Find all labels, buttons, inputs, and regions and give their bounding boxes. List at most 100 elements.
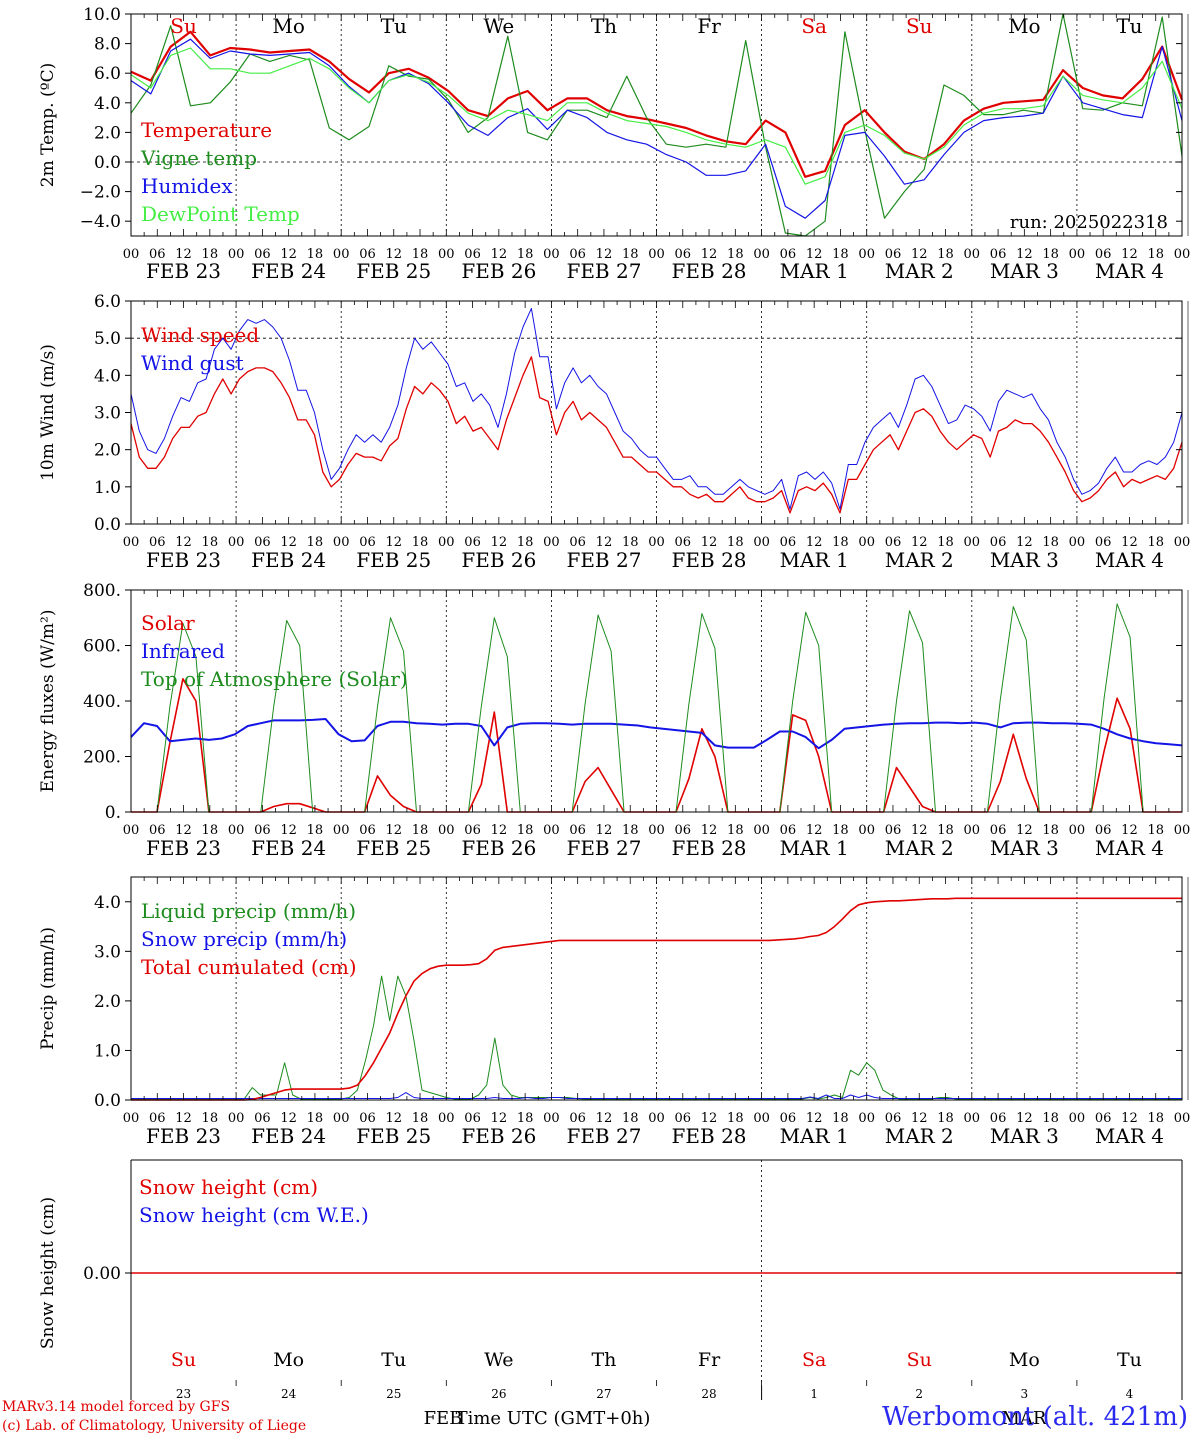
hour-tick-label: 18 bbox=[622, 823, 639, 838]
hour-tick-label: 12 bbox=[911, 1111, 928, 1126]
hour-tick-label: 00 bbox=[123, 1111, 140, 1126]
hour-tick-label: 06 bbox=[780, 535, 797, 550]
hour-tick-label: 18 bbox=[727, 1111, 744, 1126]
hour-tick-label: 12 bbox=[701, 1111, 718, 1126]
hour-tick-label: 06 bbox=[359, 1111, 376, 1126]
hour-tick-label: 00 bbox=[543, 823, 560, 838]
hour-tick-label: 12 bbox=[175, 1111, 192, 1126]
hour-tick-label: 12 bbox=[806, 247, 823, 262]
hour-tick-label: 18 bbox=[727, 247, 744, 262]
hour-tick-label: 18 bbox=[307, 823, 324, 838]
day-label: MAR 3 bbox=[990, 548, 1059, 572]
series-line-2-1 bbox=[130, 718, 1183, 750]
day-number: 26 bbox=[491, 1387, 506, 1401]
day-label: MAR 4 bbox=[1095, 1124, 1164, 1148]
credit-line-model: MARv3.14 model forced by GFS bbox=[2, 1399, 231, 1415]
hour-tick-label: 12 bbox=[385, 247, 402, 262]
month-label-feb: FEB bbox=[424, 1408, 463, 1429]
series-line-0-0 bbox=[130, 30, 1184, 178]
hour-tick-label: 18 bbox=[622, 247, 639, 262]
day-label: FEB 24 bbox=[251, 836, 326, 860]
hour-tick-label: 18 bbox=[1042, 1111, 1059, 1126]
day-label: FEB 23 bbox=[146, 548, 221, 572]
hour-tick-label: 00 bbox=[648, 1111, 665, 1126]
weekday-label: Tu bbox=[381, 14, 407, 38]
hour-tick-label: 12 bbox=[175, 823, 192, 838]
series-line-3-2 bbox=[131, 897, 1182, 1101]
hour-tick-label: 06 bbox=[359, 535, 376, 550]
day-label: MAR 1 bbox=[780, 259, 849, 283]
hour-tick-label: 12 bbox=[1121, 823, 1138, 838]
day-label: FEB 24 bbox=[251, 259, 326, 283]
hour-tick-label: 00 bbox=[333, 535, 350, 550]
legend-entry: Wind speed bbox=[141, 323, 259, 347]
hour-tick-label: 06 bbox=[780, 247, 797, 262]
legend-entry: Humidex bbox=[141, 174, 233, 198]
y-tick-label: 3.0 bbox=[94, 404, 121, 424]
hour-tick-label: 18 bbox=[517, 247, 534, 262]
day-label: FEB 26 bbox=[461, 1124, 536, 1148]
hour-tick-label: 12 bbox=[280, 535, 297, 550]
day-label: FEB 26 bbox=[461, 548, 536, 572]
y-axis-label: Energy fluxes (W/m²) bbox=[38, 610, 58, 793]
series-line-1-0 bbox=[130, 356, 1183, 514]
run-label: run: 2025022318 bbox=[1010, 212, 1168, 233]
hour-tick-label: 12 bbox=[1121, 535, 1138, 550]
hour-tick-label: 00 bbox=[753, 247, 770, 262]
hour-tick-label: 12 bbox=[175, 535, 192, 550]
y-tick-label: 1.0 bbox=[94, 478, 121, 498]
hour-tick-label: 06 bbox=[464, 1111, 481, 1126]
day-label: FEB 27 bbox=[566, 1124, 641, 1148]
hour-tick-label: 12 bbox=[385, 823, 402, 838]
hour-tick-label: 06 bbox=[675, 823, 692, 838]
day-label: FEB 25 bbox=[356, 548, 431, 572]
day-label: FEB 24 bbox=[251, 1124, 326, 1148]
hour-tick-label: 12 bbox=[280, 1111, 297, 1126]
y-tick-label: 400. bbox=[83, 692, 121, 712]
weekday-label-bottom: Su bbox=[171, 1349, 196, 1371]
hour-tick-label: 00 bbox=[1069, 1111, 1086, 1126]
hour-tick-label: 12 bbox=[806, 535, 823, 550]
day-label: MAR 1 bbox=[780, 836, 849, 860]
hour-tick-label: 12 bbox=[1121, 247, 1138, 262]
y-tick-label: 0.0 bbox=[94, 153, 121, 173]
hour-tick-label: 18 bbox=[307, 247, 324, 262]
day-label: MAR 4 bbox=[1095, 259, 1164, 283]
hour-tick-label: 12 bbox=[911, 247, 928, 262]
y-tick-label: −2.0 bbox=[80, 183, 121, 203]
hour-tick-label: 12 bbox=[806, 1111, 823, 1126]
day-label: FEB 28 bbox=[672, 1124, 747, 1148]
day-number: 28 bbox=[701, 1387, 716, 1401]
hour-tick-label: 06 bbox=[990, 823, 1007, 838]
hour-tick-label: 00 bbox=[964, 247, 981, 262]
hour-tick-label: 00 bbox=[438, 247, 455, 262]
hour-tick-label: 06 bbox=[1095, 823, 1112, 838]
hour-tick-label: 06 bbox=[675, 247, 692, 262]
day-label: FEB 23 bbox=[146, 1124, 221, 1148]
day-label: FEB 26 bbox=[461, 259, 536, 283]
weekday-label: We bbox=[483, 14, 514, 38]
station-name: Werbomont (alt. 421m) bbox=[882, 1402, 1188, 1432]
y-tick-label: 0.0 bbox=[94, 515, 121, 535]
day-label: MAR 3 bbox=[990, 259, 1059, 283]
hour-tick-label: 18 bbox=[937, 535, 954, 550]
day-label: FEB 25 bbox=[356, 836, 431, 860]
hour-tick-label: 00 bbox=[648, 247, 665, 262]
hour-tick-label: 18 bbox=[937, 823, 954, 838]
hour-tick-label: 12 bbox=[1121, 1111, 1138, 1126]
day-label: MAR 1 bbox=[780, 1124, 849, 1148]
hour-tick-label: 12 bbox=[596, 823, 613, 838]
hour-tick-label: 00 bbox=[123, 247, 140, 262]
hour-tick-label: 12 bbox=[385, 535, 402, 550]
hour-tick-label: 00 bbox=[858, 535, 875, 550]
hour-tick-label: 18 bbox=[202, 535, 219, 550]
hour-tick-label: 00 bbox=[438, 1111, 455, 1126]
hour-tick-label: 00 bbox=[964, 535, 981, 550]
y-tick-label: 3.0 bbox=[94, 942, 121, 962]
hour-tick-label: 12 bbox=[1016, 535, 1033, 550]
weekday-label: Mo bbox=[1008, 14, 1041, 38]
hour-tick-label: 12 bbox=[1016, 823, 1033, 838]
hour-tick-label: 12 bbox=[280, 823, 297, 838]
y-axis-label: 10m Wind (m/s) bbox=[38, 344, 58, 481]
